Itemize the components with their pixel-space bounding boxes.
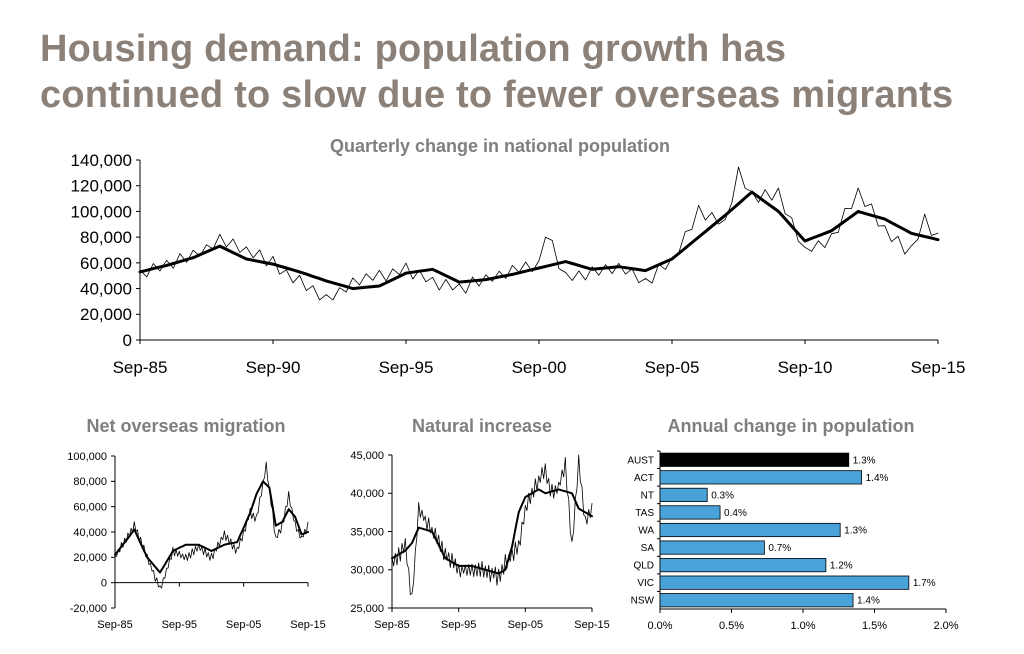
x-tick-label: Sep-95 <box>379 358 434 377</box>
y-tick-label: 60,000 <box>73 502 107 514</box>
y-tick-label: 60,000 <box>80 254 132 273</box>
y-tick-label: 80,000 <box>80 228 132 247</box>
x-tick-label: 0.5% <box>719 620 744 632</box>
y-tick-label: 40,000 <box>350 488 384 500</box>
x-tick-label: Sep-15 <box>574 619 609 631</box>
y-tick-label: 25,000 <box>350 603 384 615</box>
category-label: AUST <box>627 455 654 466</box>
page-title: Housing demand: population growth has co… <box>40 26 1020 118</box>
x-tick-label: 1.0% <box>790 620 815 632</box>
data-label: 0.3% <box>711 490 734 501</box>
x-tick-label: Sep-85 <box>97 619 132 631</box>
category-label: SA <box>641 543 655 554</box>
y-tick-label: 30,000 <box>350 565 384 577</box>
category-label: WA <box>638 526 654 537</box>
y-tick-label: 120,000 <box>71 177 132 196</box>
y-tick-label: 20,000 <box>80 305 132 324</box>
annual-change-chart: Annual change in population AUST 1.3% ACT 1… <box>627 416 958 632</box>
bar-sa <box>659 540 765 555</box>
x-tick-label: Sep-15 <box>290 619 325 631</box>
bar-qld <box>659 558 827 573</box>
x-tick-label: Sep-15 <box>911 358 966 377</box>
x-tick-label: 0.0% <box>647 620 672 632</box>
quarterly-change-chart: Quarterly change in national population … <box>71 136 966 377</box>
y-tick-label: 45,000 <box>350 450 384 462</box>
category-label: VIC <box>637 578 654 589</box>
x-tick-label: Sep-05 <box>508 619 543 631</box>
data-label: 1.4% <box>857 596 880 607</box>
x-tick-label: Sep-85 <box>374 619 409 631</box>
x-tick-label: 1.5% <box>862 620 887 632</box>
data-label: 0.7% <box>768 543 791 554</box>
x-tick-label: Sep-85 <box>113 358 168 377</box>
natural-increase-chart: Natural increase 25,000 30,000 35,000 40,00… <box>350 416 609 631</box>
chart-title: Annual change in population <box>668 416 915 436</box>
y-tick-label: 140,000 <box>71 151 132 170</box>
data-label: 1.7% <box>913 578 936 589</box>
bar-nsw <box>659 593 854 608</box>
category-label: NT <box>641 490 654 501</box>
x-tick-label: Sep-95 <box>162 619 197 631</box>
chart-title: Quarterly change in national population <box>330 136 670 156</box>
series-quarterly-line <box>114 461 309 589</box>
y-tick-label: 40,000 <box>80 280 132 299</box>
y-tick-label: 80,000 <box>73 476 107 488</box>
bar-aust <box>659 452 850 467</box>
series-trend-line <box>391 488 593 575</box>
category-label: NSW <box>631 596 655 607</box>
x-tick-label: Sep-90 <box>246 358 301 377</box>
data-label: 1.2% <box>830 561 853 572</box>
data-label: 1.3% <box>853 455 876 466</box>
page-title-line-1: Housing demand: population growth has <box>40 28 787 70</box>
data-label: 1.4% <box>866 473 889 484</box>
x-tick-label: Sep-10 <box>778 358 833 377</box>
y-tick-label: 0 <box>101 578 107 590</box>
bar-act <box>659 470 863 485</box>
series-trend-line <box>138 190 940 291</box>
page-title-line-2: continued to slow due to fewer overseas … <box>40 74 954 116</box>
y-tick-label: 20,000 <box>73 552 107 564</box>
series-trend-line <box>114 480 309 574</box>
y-tick-label: 35,000 <box>350 526 384 538</box>
y-tick-label: 100,000 <box>67 451 107 463</box>
series-quarterly-line <box>139 166 939 301</box>
data-label: 1.3% <box>844 526 867 537</box>
x-tick-label: Sep-05 <box>645 358 700 377</box>
x-tick-label: Sep-00 <box>512 358 567 377</box>
category-label: ACT <box>634 473 654 484</box>
net-overseas-migration-chart: Net overseas migration -20,000 0 20,000 40,… <box>67 416 326 631</box>
y-tick-label: -20,000 <box>70 603 107 615</box>
y-tick-label: 0 <box>123 331 132 350</box>
bar-nt <box>659 487 708 502</box>
chart-title: Natural increase <box>412 416 552 436</box>
y-tick-label: 40,000 <box>73 527 107 539</box>
series-quarterly-line <box>391 454 593 596</box>
x-tick-label: 2.0% <box>933 620 958 632</box>
chart-title: Net overseas migration <box>86 416 285 436</box>
data-label: 0.4% <box>724 508 747 519</box>
category-label: TAS <box>635 508 654 519</box>
category-label: QLD <box>633 561 654 572</box>
bar-vic <box>659 575 910 590</box>
x-tick-label: Sep-95 <box>441 619 476 631</box>
bar-tas <box>659 505 721 520</box>
y-tick-label: 100,000 <box>71 202 132 221</box>
x-tick-label: Sep-05 <box>226 619 261 631</box>
bar-wa <box>659 522 841 538</box>
